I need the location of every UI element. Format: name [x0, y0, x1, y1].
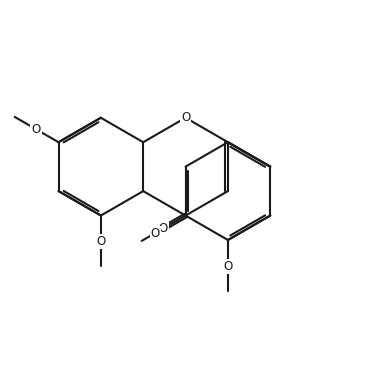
Text: O: O — [223, 260, 233, 273]
Text: O: O — [96, 235, 105, 248]
Text: O: O — [181, 111, 190, 124]
Text: O: O — [150, 227, 160, 240]
Text: O: O — [158, 222, 168, 235]
Text: O: O — [31, 123, 41, 136]
